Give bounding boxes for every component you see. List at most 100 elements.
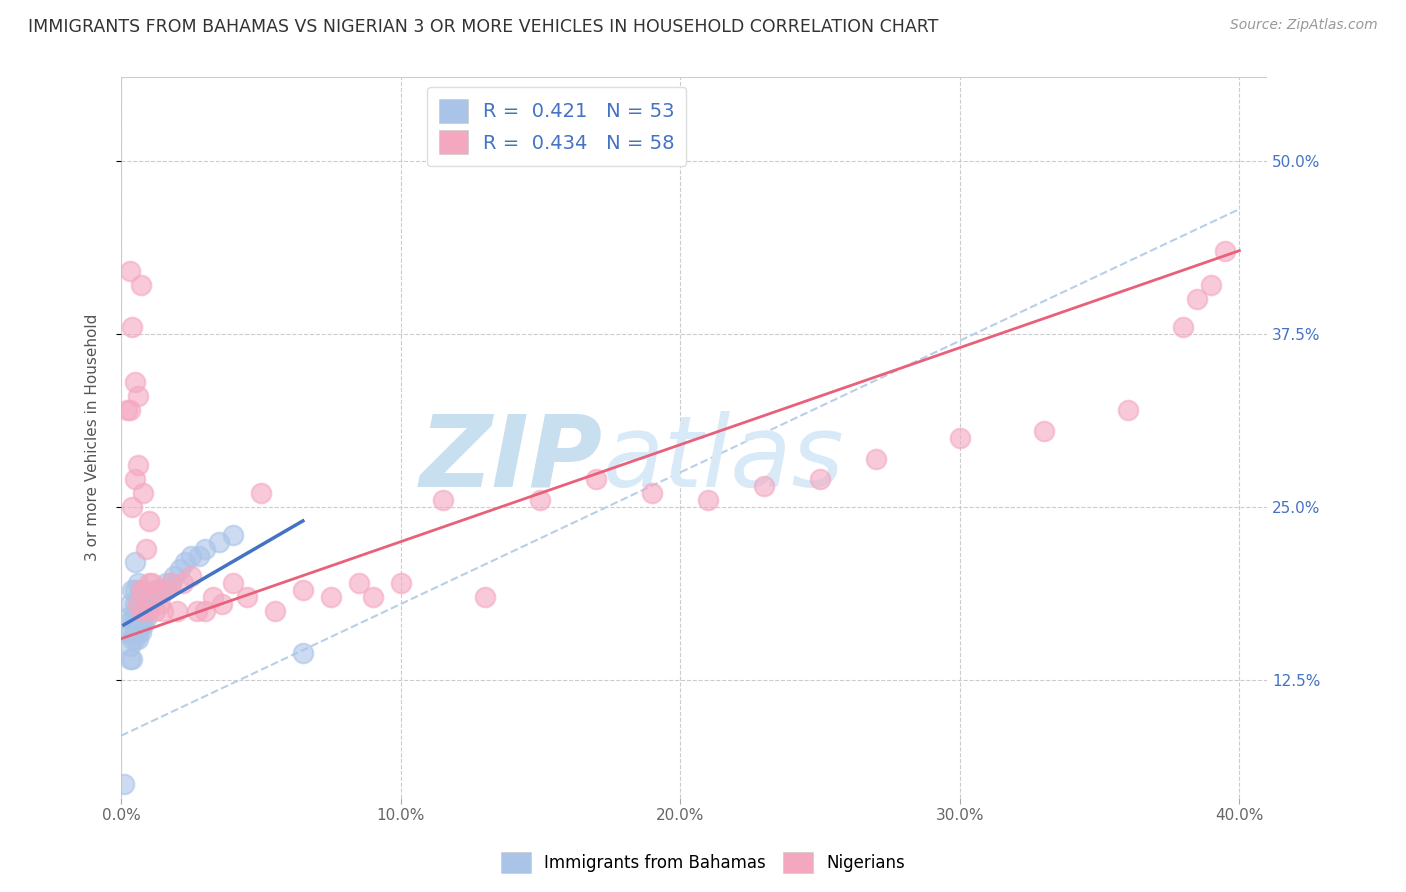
Point bbox=[141, 590, 163, 604]
Point bbox=[319, 590, 342, 604]
Point bbox=[129, 617, 152, 632]
Point bbox=[641, 486, 664, 500]
Point bbox=[1173, 319, 1195, 334]
Point bbox=[132, 486, 155, 500]
Point bbox=[264, 604, 287, 618]
Point bbox=[124, 617, 146, 632]
Legend: Immigrants from Bahamas, Nigerians: Immigrants from Bahamas, Nigerians bbox=[495, 846, 911, 880]
Point bbox=[121, 652, 143, 666]
Point bbox=[132, 611, 155, 625]
Point bbox=[166, 604, 188, 618]
Point bbox=[118, 264, 141, 278]
Text: IMMIGRANTS FROM BAHAMAS VS NIGERIAN 3 OR MORE VEHICLES IN HOUSEHOLD CORRELATION : IMMIGRANTS FROM BAHAMAS VS NIGERIAN 3 OR… bbox=[28, 18, 938, 36]
Point bbox=[138, 597, 160, 611]
Point bbox=[121, 500, 143, 514]
Point bbox=[143, 604, 166, 618]
Point bbox=[132, 604, 155, 618]
Text: Source: ZipAtlas.com: Source: ZipAtlas.com bbox=[1230, 18, 1378, 32]
Point bbox=[118, 624, 141, 639]
Point bbox=[124, 583, 146, 598]
Point bbox=[124, 556, 146, 570]
Point bbox=[135, 590, 157, 604]
Point bbox=[129, 583, 152, 598]
Point bbox=[180, 549, 202, 563]
Point bbox=[138, 576, 160, 591]
Point bbox=[1201, 278, 1223, 293]
Point bbox=[172, 576, 194, 591]
Point bbox=[115, 611, 138, 625]
Point bbox=[124, 624, 146, 639]
Point bbox=[208, 534, 231, 549]
Point bbox=[118, 597, 141, 611]
Point bbox=[291, 646, 314, 660]
Point bbox=[149, 583, 172, 598]
Point bbox=[138, 514, 160, 528]
Point bbox=[1215, 244, 1237, 258]
Point bbox=[146, 583, 169, 598]
Point bbox=[124, 472, 146, 486]
Text: ZIP: ZIP bbox=[419, 411, 603, 508]
Point bbox=[222, 528, 245, 542]
Point bbox=[127, 604, 149, 618]
Point bbox=[236, 590, 259, 604]
Point bbox=[169, 562, 191, 576]
Point bbox=[180, 569, 202, 583]
Point bbox=[585, 472, 607, 486]
Point bbox=[222, 576, 245, 591]
Point bbox=[124, 604, 146, 618]
Point bbox=[124, 597, 146, 611]
Point bbox=[1116, 403, 1139, 417]
Point bbox=[152, 604, 174, 618]
Point bbox=[118, 652, 141, 666]
Point bbox=[138, 604, 160, 618]
Point bbox=[129, 604, 152, 618]
Point bbox=[112, 777, 135, 791]
Point bbox=[146, 583, 169, 598]
Point bbox=[291, 583, 314, 598]
Point bbox=[121, 583, 143, 598]
Point bbox=[141, 576, 163, 591]
Point bbox=[132, 583, 155, 598]
Point bbox=[160, 576, 183, 591]
Point bbox=[132, 617, 155, 632]
Point bbox=[194, 541, 217, 556]
Point bbox=[124, 376, 146, 390]
Point bbox=[152, 583, 174, 598]
Point bbox=[127, 576, 149, 591]
Point bbox=[118, 403, 141, 417]
Point bbox=[188, 549, 211, 563]
Point bbox=[186, 604, 208, 618]
Point bbox=[752, 479, 775, 493]
Point bbox=[1187, 292, 1209, 306]
Point bbox=[808, 472, 831, 486]
Point bbox=[211, 597, 233, 611]
Point bbox=[118, 639, 141, 653]
Point bbox=[127, 597, 149, 611]
Point bbox=[129, 278, 152, 293]
Point bbox=[432, 493, 454, 508]
Point bbox=[121, 632, 143, 646]
Point bbox=[127, 617, 149, 632]
Y-axis label: 3 or more Vehicles in Household: 3 or more Vehicles in Household bbox=[86, 314, 100, 561]
Legend: R =  0.421   N = 53, R =  0.434   N = 58: R = 0.421 N = 53, R = 0.434 N = 58 bbox=[427, 87, 686, 166]
Point bbox=[529, 493, 551, 508]
Point bbox=[127, 458, 149, 473]
Point bbox=[135, 611, 157, 625]
Point bbox=[697, 493, 720, 508]
Point bbox=[129, 604, 152, 618]
Point bbox=[138, 590, 160, 604]
Point bbox=[174, 556, 197, 570]
Point bbox=[1032, 424, 1054, 438]
Point bbox=[127, 389, 149, 403]
Point bbox=[155, 576, 177, 591]
Point bbox=[135, 604, 157, 618]
Point bbox=[361, 590, 384, 604]
Text: atlas: atlas bbox=[603, 411, 844, 508]
Point bbox=[124, 611, 146, 625]
Point bbox=[127, 590, 149, 604]
Point bbox=[127, 632, 149, 646]
Point bbox=[121, 611, 143, 625]
Point bbox=[949, 431, 972, 445]
Point bbox=[202, 590, 225, 604]
Point bbox=[129, 624, 152, 639]
